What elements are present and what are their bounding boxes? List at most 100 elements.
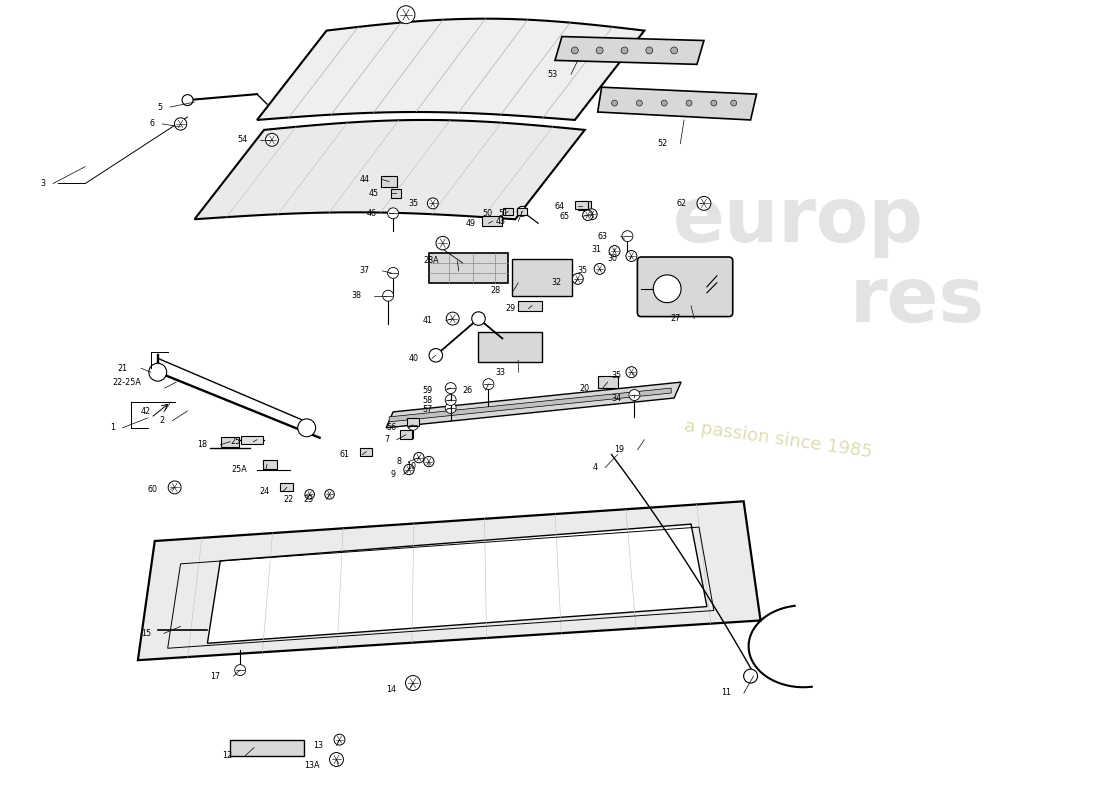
- Text: 13: 13: [314, 741, 323, 750]
- Text: 44: 44: [360, 175, 370, 184]
- Text: 25A: 25A: [231, 465, 248, 474]
- Circle shape: [404, 464, 414, 474]
- Circle shape: [621, 47, 628, 54]
- Polygon shape: [230, 740, 304, 755]
- Text: 62: 62: [676, 199, 688, 208]
- Text: 24: 24: [260, 487, 270, 496]
- Text: 58: 58: [422, 397, 432, 406]
- Polygon shape: [513, 259, 572, 296]
- Bar: [575, 202, 589, 210]
- Text: 54: 54: [236, 135, 248, 144]
- Circle shape: [406, 675, 420, 690]
- Circle shape: [609, 246, 620, 257]
- Text: 6: 6: [150, 119, 155, 129]
- Text: 19: 19: [615, 445, 625, 454]
- Circle shape: [697, 197, 711, 210]
- Text: 59: 59: [422, 386, 432, 394]
- Circle shape: [424, 457, 434, 466]
- Circle shape: [572, 274, 583, 284]
- Circle shape: [661, 100, 668, 106]
- Text: 9: 9: [390, 470, 396, 479]
- Text: 12: 12: [222, 751, 232, 760]
- Text: 8: 8: [396, 457, 402, 466]
- Text: 11: 11: [720, 689, 730, 698]
- Circle shape: [621, 230, 632, 242]
- Polygon shape: [208, 524, 707, 643]
- Text: 21: 21: [118, 364, 128, 373]
- Text: 30: 30: [607, 254, 617, 263]
- Text: 49: 49: [465, 218, 475, 228]
- Text: 51: 51: [498, 209, 508, 218]
- Text: 31: 31: [592, 245, 602, 254]
- Circle shape: [653, 275, 681, 302]
- Text: 45: 45: [370, 189, 379, 198]
- Bar: [263, 460, 277, 469]
- Text: 56: 56: [386, 423, 396, 432]
- Circle shape: [429, 349, 442, 362]
- Circle shape: [483, 378, 494, 390]
- Text: 46: 46: [366, 209, 376, 218]
- Text: 63: 63: [597, 232, 607, 241]
- Polygon shape: [429, 253, 508, 283]
- Text: 34: 34: [612, 394, 621, 402]
- Text: 43: 43: [495, 217, 505, 226]
- Text: europ: europ: [673, 184, 924, 258]
- Circle shape: [637, 100, 642, 106]
- Circle shape: [298, 419, 316, 437]
- Circle shape: [626, 366, 637, 378]
- Circle shape: [596, 47, 603, 54]
- Text: 37: 37: [359, 266, 370, 275]
- Bar: [517, 208, 527, 214]
- Text: 38: 38: [351, 291, 361, 300]
- Text: a passion since 1985: a passion since 1985: [683, 418, 873, 462]
- Circle shape: [730, 100, 737, 106]
- Text: 4: 4: [593, 463, 597, 472]
- Circle shape: [436, 236, 450, 250]
- Circle shape: [334, 734, 345, 745]
- Text: 14: 14: [386, 686, 396, 694]
- Text: 42: 42: [141, 407, 151, 417]
- Polygon shape: [556, 37, 704, 64]
- Text: res: res: [850, 264, 984, 338]
- Circle shape: [234, 665, 245, 675]
- Text: 28: 28: [491, 286, 501, 295]
- Text: 35: 35: [578, 266, 587, 275]
- Text: 26: 26: [462, 386, 473, 394]
- Text: 1: 1: [110, 423, 115, 432]
- Circle shape: [428, 198, 438, 209]
- Bar: [579, 201, 591, 210]
- Text: 65: 65: [560, 212, 570, 221]
- Text: 35: 35: [409, 199, 419, 208]
- Circle shape: [586, 209, 597, 220]
- Bar: [382, 176, 397, 187]
- Bar: [483, 216, 503, 226]
- Circle shape: [305, 490, 315, 499]
- Text: 64: 64: [554, 202, 565, 211]
- Circle shape: [265, 134, 278, 146]
- Polygon shape: [257, 18, 645, 120]
- Circle shape: [446, 394, 456, 406]
- Circle shape: [148, 363, 167, 381]
- Bar: [504, 208, 514, 214]
- Text: 2: 2: [160, 416, 165, 426]
- Circle shape: [183, 94, 192, 106]
- Polygon shape: [478, 333, 542, 362]
- Bar: [241, 436, 263, 444]
- Circle shape: [583, 210, 593, 221]
- Circle shape: [330, 753, 343, 766]
- Text: 3: 3: [41, 179, 45, 188]
- Text: 53: 53: [548, 70, 558, 78]
- Circle shape: [414, 453, 425, 462]
- Circle shape: [446, 382, 456, 394]
- Circle shape: [446, 402, 456, 414]
- Bar: [392, 189, 402, 198]
- Text: 41: 41: [422, 316, 432, 325]
- Circle shape: [612, 100, 617, 106]
- Text: 33: 33: [495, 368, 505, 377]
- Polygon shape: [389, 388, 671, 422]
- Text: 60: 60: [147, 485, 157, 494]
- Circle shape: [626, 250, 637, 262]
- Circle shape: [175, 118, 187, 130]
- Bar: [518, 301, 542, 310]
- Circle shape: [671, 47, 678, 54]
